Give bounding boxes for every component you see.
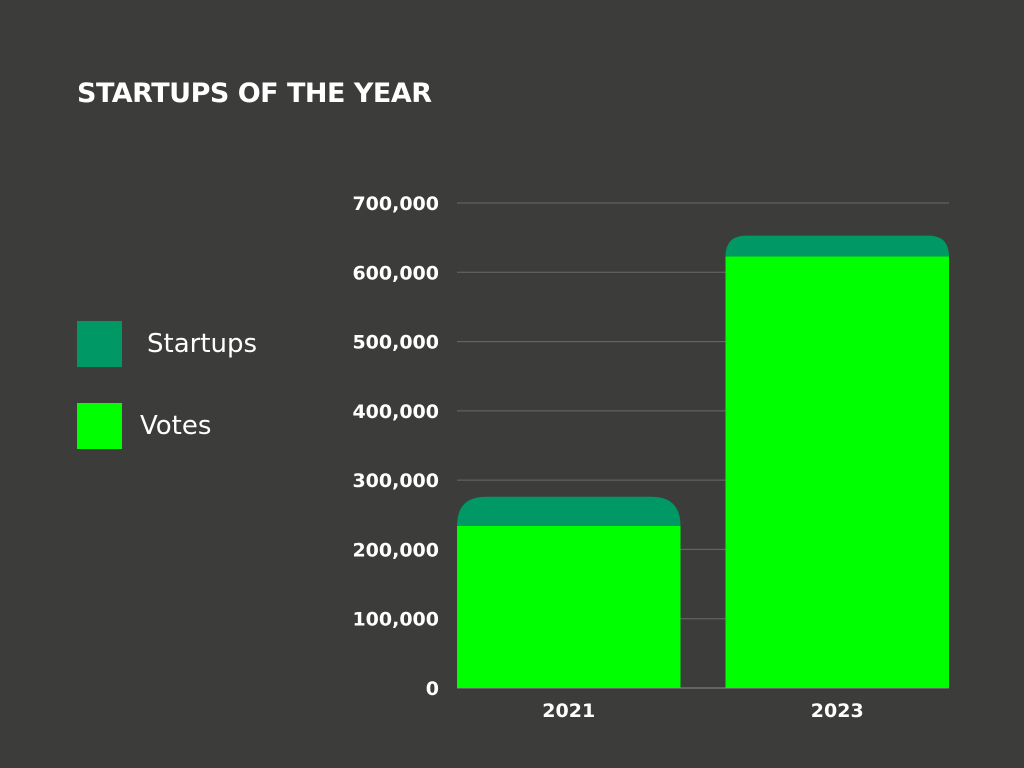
y-tick-label: 0: [426, 678, 439, 700]
y-tick-label: 600,000: [352, 262, 439, 284]
y-tick-label: 100,000: [352, 609, 439, 631]
legend-label-startups: Startups: [147, 329, 258, 359]
bar-startups-2021: [457, 496, 681, 526]
legend-swatch-votes: [77, 403, 122, 449]
y-tick-label: 300,000: [352, 470, 439, 492]
bar-votes-2023: [725, 256, 949, 688]
legend-item-startups: Startups: [77, 321, 257, 367]
x-tick-label: 2023: [811, 700, 864, 722]
bar-votes-2021: [457, 525, 681, 688]
y-tick-label: 700,000: [352, 193, 439, 215]
y-tick-label: 500,000: [352, 332, 439, 354]
legend-label-votes: Votes: [140, 411, 212, 441]
y-tick-label: 200,000: [352, 539, 439, 561]
legend-swatch-startups: [77, 321, 122, 367]
chart-title: STARTUPS OF THE YEAR: [77, 78, 432, 109]
legend-item-votes: Votes: [77, 403, 211, 449]
bar-startups-2023: [725, 235, 949, 257]
y-tick-label: 400,000: [352, 401, 439, 423]
x-tick-label: 2021: [542, 700, 595, 722]
